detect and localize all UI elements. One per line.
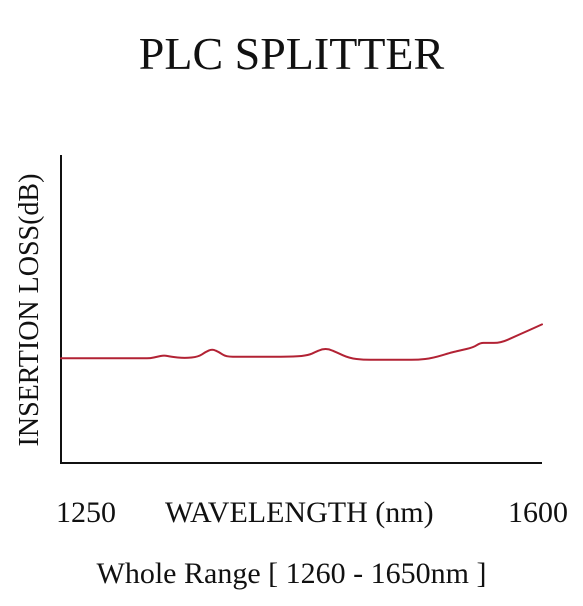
x-tick-label-start: 1250	[56, 496, 116, 529]
chart-title: PLC SPLITTER	[138, 28, 445, 79]
x-tick-label-end: 1600	[508, 496, 568, 529]
series-line	[60, 323, 543, 361]
chart-subtitle: Whole Range [ 1260 - 1650nm ]	[96, 557, 487, 590]
x-axis-label: WAVELENGTH (nm)	[165, 496, 434, 529]
